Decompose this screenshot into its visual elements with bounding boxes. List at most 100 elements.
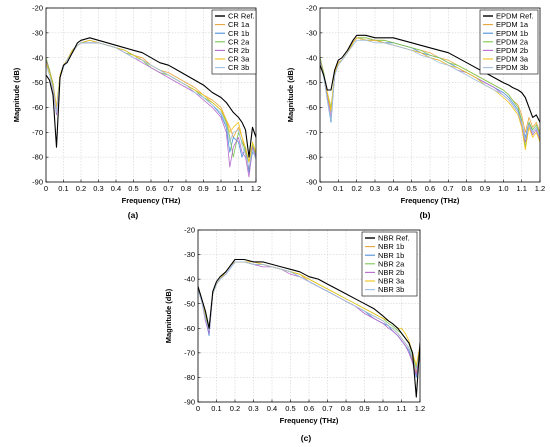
x-tick-label: 1.0 [216,184,226,193]
x-tick-label: 0.4 [111,184,121,193]
y-tick-label: -70 [184,348,195,357]
x-tick-label: 0.1 [58,184,68,193]
y-tick-label: -80 [184,373,195,382]
x-axis-label: Frequency (THz) [122,196,181,205]
x-tick-label: 0.6 [146,184,156,193]
y-tick-label: -50 [306,78,317,87]
x-tick-label: 0.5 [128,184,138,193]
x-tick-label: 0.2 [76,184,86,193]
x-tick-label: 0.1 [333,184,343,193]
x-tick-label: 0.8 [341,404,351,413]
x-axis-label: Frequency (THz) [280,416,339,425]
series-line-a-0 [46,37,256,158]
y-tick-label: -30 [306,28,317,37]
y-tick-label: -40 [306,53,317,62]
x-tick-label: 0.7 [322,404,332,413]
y-tick-label: -40 [184,275,195,284]
series-line-b-6 [320,39,540,141]
y-tick-label: -80 [306,153,317,162]
legend-entry: CR 3a [228,55,250,64]
legend-entry: EPDM 1a [496,20,529,29]
y-tick-label: -50 [184,299,195,308]
y-axis-label: Magnitude (dB) [164,288,173,343]
x-tick-label: 1.1 [516,184,526,193]
y-tick-label: -20 [184,226,195,235]
legend-entry: CR 1b [228,29,249,38]
y-tick-label: -60 [184,324,195,333]
x-tick-label: 1.0 [378,404,388,413]
y-tick-label: -80 [32,153,43,162]
panel-label-b: (b) [420,210,431,220]
x-tick-label: 0.6 [425,184,435,193]
legend-entry: EPDM 1b [496,29,528,38]
y-tick-label: -30 [184,250,195,259]
y-tick-label: -90 [184,398,195,407]
legend-entry: CR 1a [228,20,250,29]
legend-entry: EPDM 3a [496,55,529,64]
y-axis-label: Magnitude (dB) [286,67,295,122]
x-tick-label: 1.1 [396,404,406,413]
series-line-a-6 [46,42,256,168]
x-tick-label: 0.3 [93,184,103,193]
x-tick-label: 0.5 [406,184,416,193]
legend-entry: NBR Ref. [378,234,410,243]
x-tick-label: 0 [44,184,48,193]
chart-panel-b: 0 0.1 0.2 0.3 0.4 0.5 0.6 0.7 0.8 0.9 1.0 1.1 1.2 -20… [286,4,545,205]
legend-entry: NBR 3a [378,277,405,286]
legend-entry: CR 2a [228,37,250,46]
y-axis-label: Magnitude (dB) [12,67,21,122]
chart-panel-a: 0 0.1 0.2 0.3 0.4 0.5 0.6 0.7 0.8 0.9 1.0 1.1 1.2 -20… [12,4,261,205]
x-tick-label: 0.3 [370,184,380,193]
y-tick-label: -20 [306,4,317,13]
x-tick-label: 0.9 [359,404,369,413]
y-tick-label: -90 [306,178,317,187]
x-tick-label: 0 [318,184,322,193]
x-axis-label: Frequency (THz) [401,196,460,205]
legend-entry: NBR 2a [378,259,405,268]
chart-panel-c: 0 0.1 0.2 0.3 0.4 0.5 0.6 0.7 0.8 0.9 1.0 1.1 1.2 -20… [164,226,425,425]
y-tick-label: -60 [306,103,317,112]
y-tick-label: -20 [32,4,43,13]
legend-entry: CR 2b [228,46,249,55]
series-line-c-6 [198,261,420,371]
x-tick-label: 0.2 [351,184,361,193]
legend-entry: NBR 1b [378,242,404,251]
legend-entry: NBR 3b [378,285,404,294]
x-tick-label: 0.1 [211,404,221,413]
y-tick-label: -90 [32,178,43,187]
panel-label-c: (c) [301,433,312,443]
legend-entry: CR Ref. [228,12,255,21]
legend-entry: EPDM 3b [496,63,528,72]
x-tick-label: 1.0 [498,184,508,193]
x-tick-label: 0.4 [267,404,277,413]
x-tick-label: 0 [196,404,200,413]
x-tick-label: 0.4 [388,184,398,193]
legend-entry: EPDM Ref. [496,12,534,21]
x-tick-label: 1.2 [251,184,261,193]
y-tick-label: -70 [306,128,317,137]
y-tick-label: -70 [32,128,43,137]
x-tick-label: 1.1 [233,184,243,193]
y-tick-label: -50 [32,78,43,87]
panel-label-a: (a) [128,210,139,220]
x-tick-label: 0.5 [285,404,295,413]
x-tick-label: 0.7 [163,184,173,193]
x-tick-label: 0.2 [230,404,240,413]
plot-frame [197,229,421,403]
legend-entry: EPDM 2a [496,37,529,46]
x-tick-label: 0.7 [443,184,453,193]
series-line-b-0 [320,34,540,123]
x-tick-label: 0.9 [198,184,208,193]
x-tick-label: 0.8 [461,184,471,193]
plot-frame [45,7,257,183]
x-tick-label: 0.3 [248,404,258,413]
x-tick-label: 1.2 [415,404,425,413]
series-line-c-0 [198,258,420,398]
x-tick-label: 0.9 [480,184,490,193]
y-tick-label: -60 [32,103,43,112]
x-tick-label: 0.6 [304,404,314,413]
legend-entry: NBR 1b [378,251,404,260]
y-tick-label: -30 [32,28,43,37]
